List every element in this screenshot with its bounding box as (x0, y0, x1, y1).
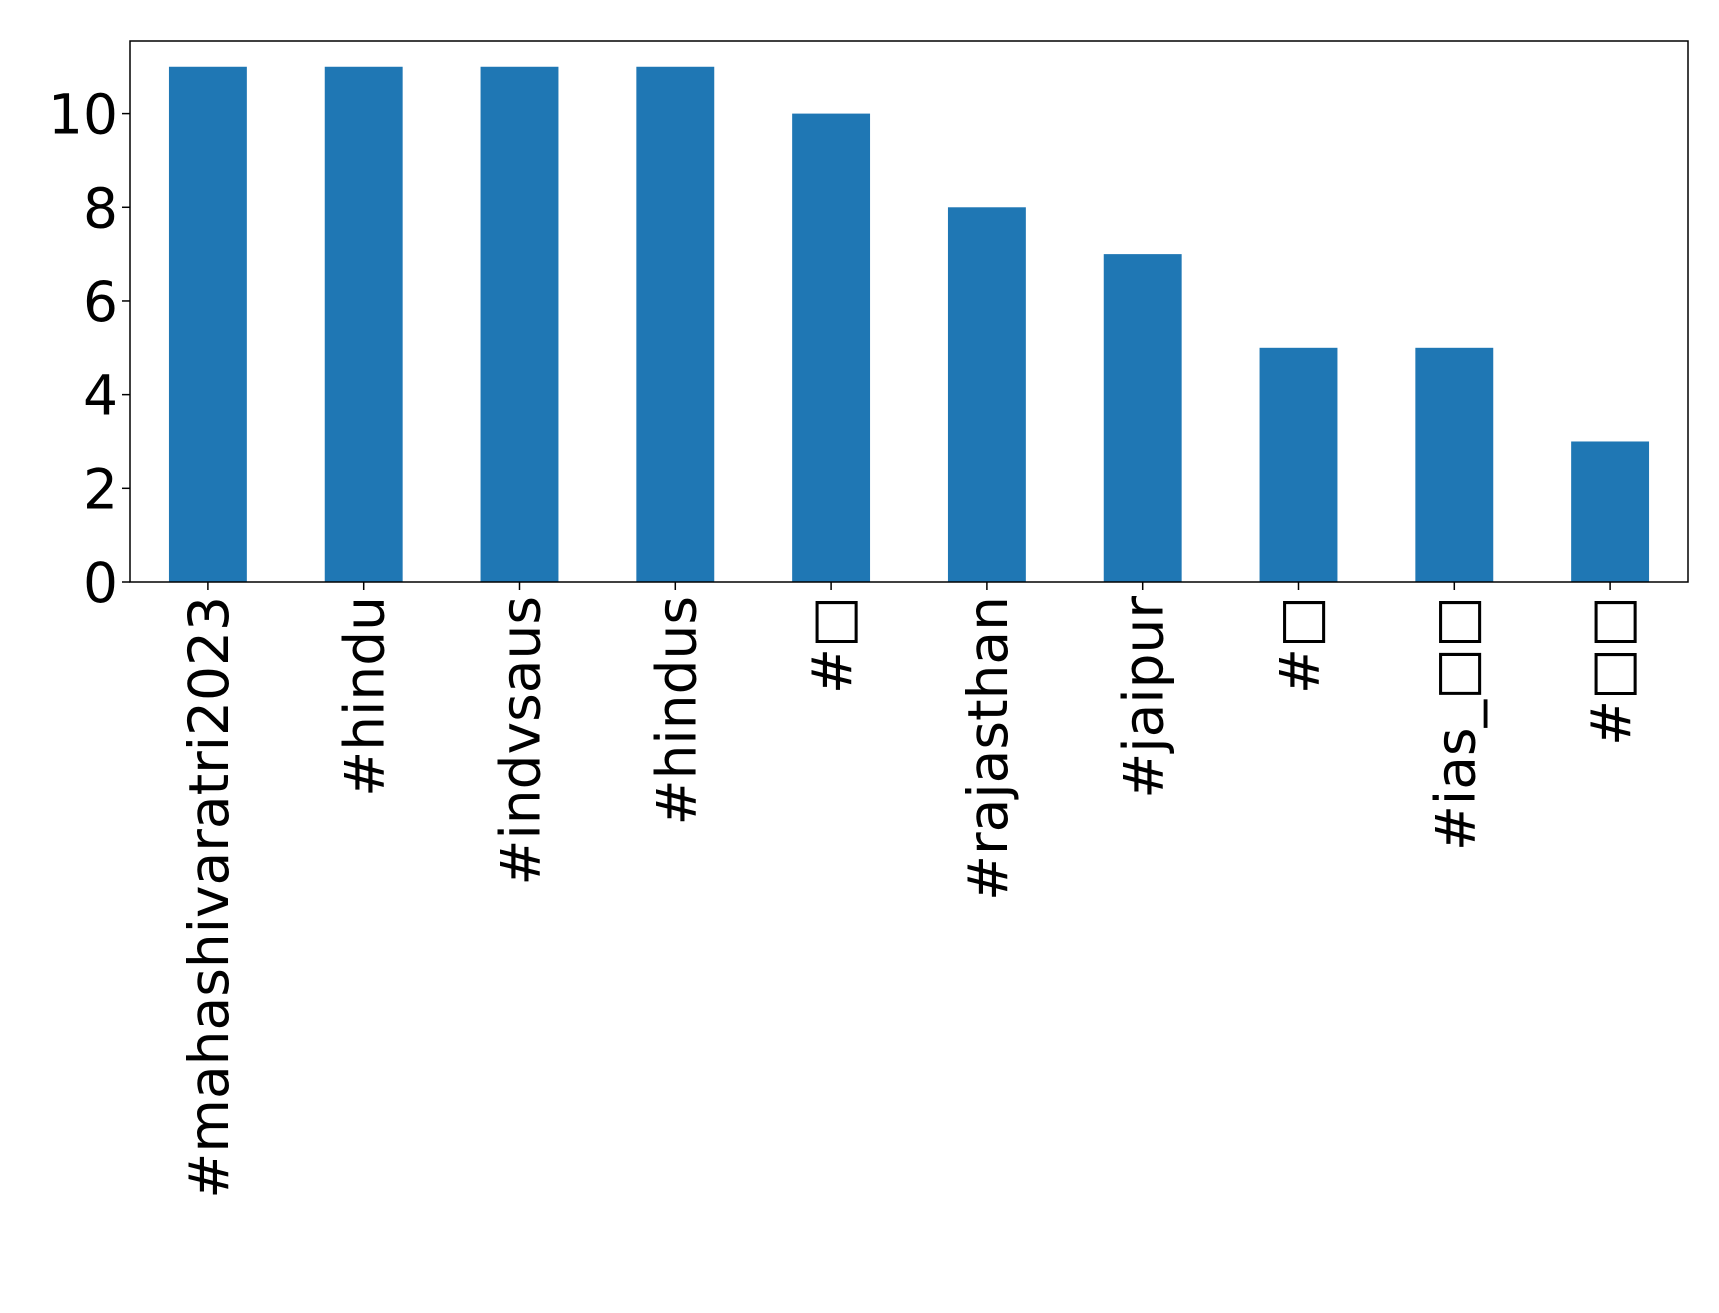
x-tick-label: #ias_□□ (1423, 596, 1487, 851)
x-tick-label: #jaipur (1112, 596, 1176, 799)
x-tick-label: #hindu (333, 596, 397, 797)
bar (792, 113, 871, 582)
y-tick-label: 4 (83, 364, 118, 428)
bar (1103, 254, 1182, 582)
x-tick-label: #mahashivaratri2023 (177, 596, 241, 1199)
bar (1415, 347, 1494, 582)
bar (480, 66, 559, 582)
x-tick-label: #indvsaus (489, 596, 553, 886)
x-tick-label: #hindus (644, 596, 708, 826)
x-tick-label: #□ (1268, 596, 1332, 694)
y-tick-label: 10 (48, 83, 118, 147)
y-tick-label: 6 (83, 270, 118, 334)
y-tick-label: 0 (83, 551, 118, 615)
bar (947, 207, 1026, 583)
y-tick-label: 2 (83, 457, 118, 521)
x-tick-label: #□□ (1579, 596, 1643, 746)
bar (1259, 347, 1338, 582)
bar (324, 66, 403, 582)
y-tick-label: 8 (83, 176, 118, 240)
x-tick-label: #rajasthan (956, 596, 1020, 901)
bar (168, 66, 247, 582)
plot-frame (129, 40, 1689, 583)
x-tick-label: #□ (800, 596, 864, 694)
bar (636, 66, 715, 582)
bar (1571, 441, 1650, 582)
